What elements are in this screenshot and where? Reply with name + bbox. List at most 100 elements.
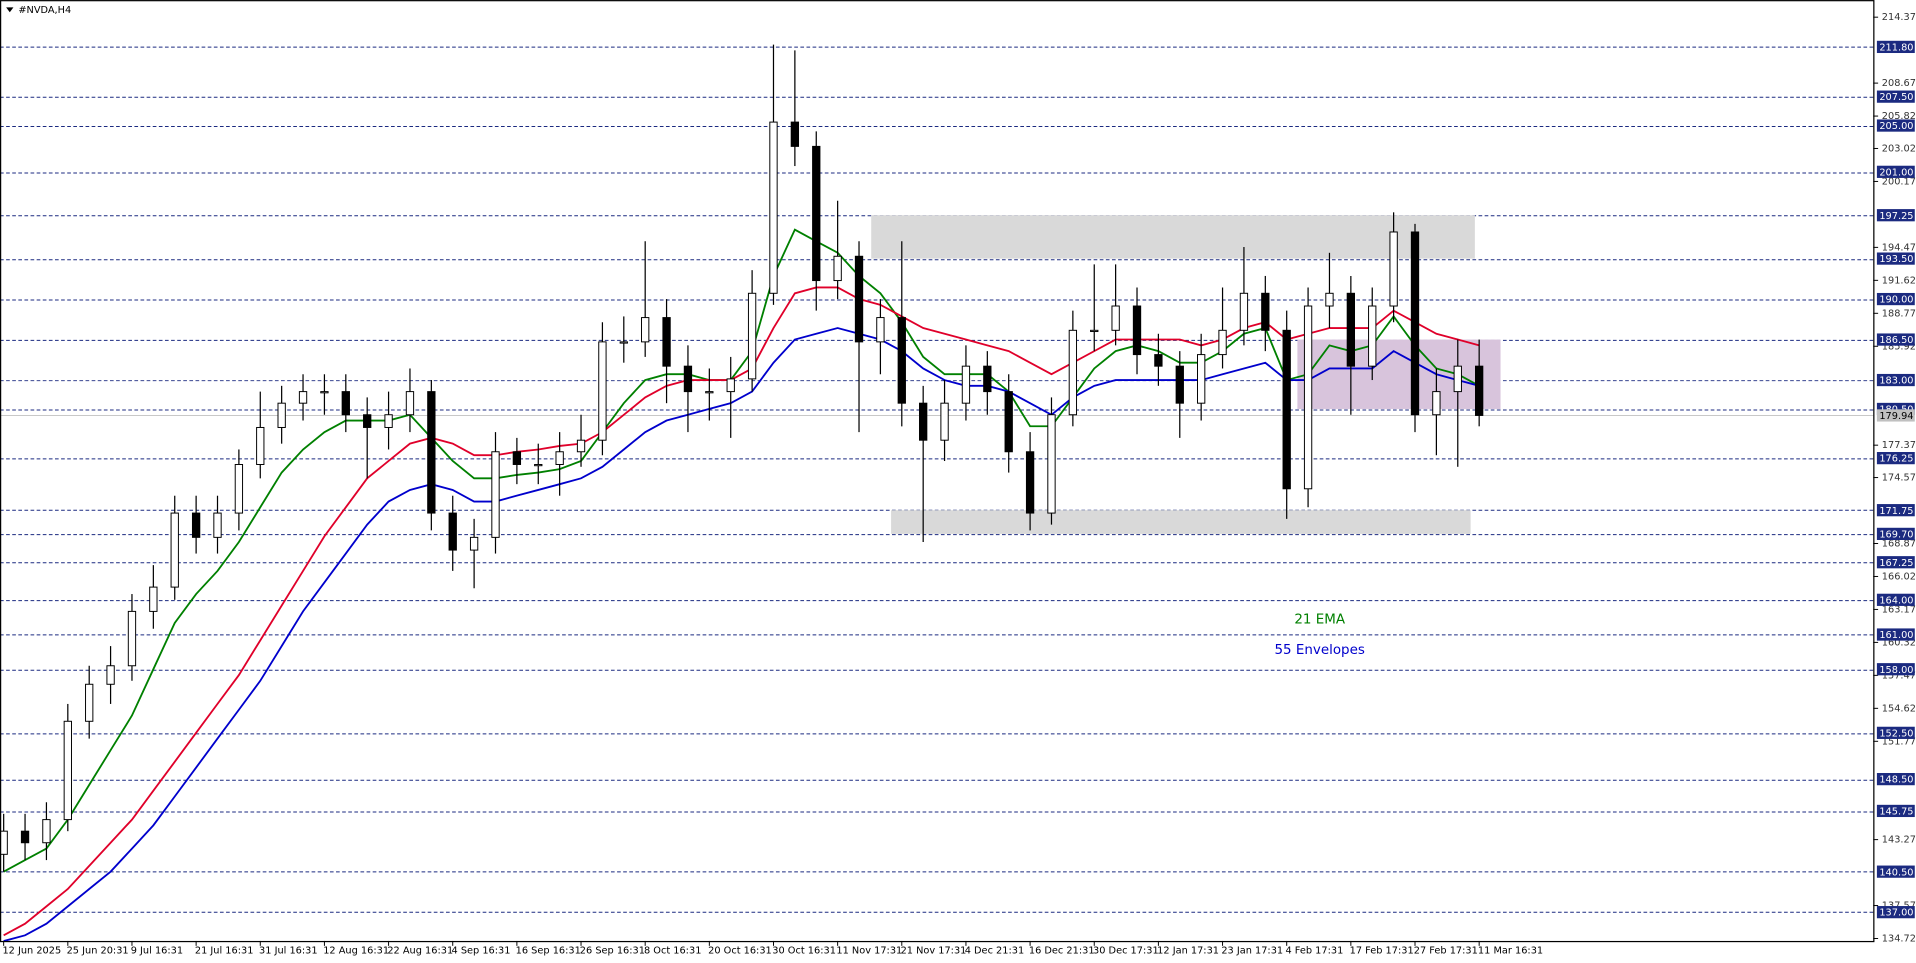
y-tick-label: 177.37	[1882, 440, 1916, 451]
x-tick-label: 12 Jun 2025	[2, 946, 61, 957]
level-label: 193.50	[1879, 254, 1913, 265]
x-tick-label: 9 Jul 16:31	[131, 946, 183, 957]
level-label: 137.00	[1879, 908, 1913, 919]
y-tick-label: 174.57	[1882, 473, 1916, 484]
y-tick-label: 205.82	[1882, 111, 1916, 122]
zone	[1297, 339, 1501, 409]
zone	[871, 215, 1475, 259]
y-tick-label: 188.77	[1882, 308, 1916, 319]
menu-arrow[interactable]	[6, 7, 14, 13]
candle-body	[1175, 365, 1184, 404]
level-label-box	[1876, 628, 1915, 641]
candle-body	[170, 512, 179, 588]
level-label: 176.25	[1879, 454, 1913, 465]
candle-body	[854, 255, 864, 343]
candle-body	[1475, 365, 1484, 416]
candle-body	[534, 463, 543, 467]
x-tick-label: 16 Sep 16:31	[516, 946, 581, 957]
candle-body	[42, 819, 51, 844]
y-tick-label: 157.47	[1882, 670, 1916, 681]
level-label-box	[1876, 726, 1915, 739]
candle-body	[961, 365, 971, 404]
zone	[891, 510, 1471, 534]
level-label: 158.00	[1879, 665, 1913, 676]
y-tick-label: 185.92	[1882, 341, 1916, 352]
candle-body	[576, 439, 586, 453]
x-tick-label: 17 Feb 17:31	[1350, 946, 1414, 957]
x-tick-label: 4 Feb 17:31	[1285, 946, 1343, 957]
candle-body	[1132, 305, 1142, 356]
candle-body	[1368, 305, 1377, 367]
candle-body	[106, 665, 115, 685]
level-label: 167.25	[1879, 558, 1913, 569]
y-tick-label: 214.37	[1882, 12, 1916, 23]
y-tick-label: 143.27	[1882, 835, 1916, 846]
x-tick-label: 25 Jun 20:31	[67, 946, 129, 957]
x-tick-label: 20 Oct 16:31	[708, 946, 772, 957]
level-label: 205.00	[1879, 121, 1913, 132]
y-tick-label: 166.02	[1882, 571, 1916, 582]
candle-body	[63, 720, 72, 821]
level-label-box	[1876, 292, 1915, 306]
candle-body	[1068, 329, 1078, 416]
x-tick-label: 12 Aug 16:31	[323, 946, 389, 957]
level-label: 186.50	[1879, 335, 1913, 346]
x-tick-label: 31 Jul 16:31	[259, 946, 318, 957]
chart-title: #NVDA,H4	[18, 5, 71, 16]
candle-body	[256, 426, 265, 465]
candle-body	[1389, 231, 1398, 307]
x-tick-label: 11 Mar 16:31	[1478, 946, 1543, 957]
level-label-box	[1876, 906, 1915, 919]
y-tick-label: 168.87	[1882, 538, 1916, 549]
candle-body	[769, 121, 778, 294]
legend-label: 21 EMA	[1294, 613, 1345, 628]
level-label: 183.00	[1879, 376, 1913, 387]
candle-body	[1218, 329, 1227, 356]
candle-body	[20, 830, 30, 844]
y-tick-label: 191.62	[1882, 275, 1916, 286]
level-label-box	[1876, 527, 1915, 541]
y-tick-label: 160.32	[1882, 637, 1916, 648]
x-tick-label: 30 Oct 16:31	[772, 946, 836, 957]
candle-body	[812, 145, 821, 282]
level-label: 190.00	[1879, 295, 1913, 306]
candle-body	[641, 317, 650, 343]
candle-body	[1025, 451, 1035, 514]
x-tick-label: 30 Dec 17:31	[1093, 946, 1159, 957]
level-label: 169.70	[1879, 530, 1913, 541]
level-label-box	[1876, 556, 1915, 569]
candle-body	[747, 292, 757, 380]
level-label-box	[1876, 119, 1915, 132]
level-label-box	[1876, 209, 1915, 222]
y-tick-label: 163.17	[1882, 604, 1916, 615]
candle-body	[1453, 365, 1462, 393]
candle-body	[1197, 354, 1206, 404]
level-label: 201.00	[1879, 167, 1913, 178]
candle-body	[1154, 354, 1163, 367]
x-tick-label: 22 Aug 16:31	[387, 946, 453, 957]
candle-body	[1090, 329, 1099, 333]
candle-body	[1325, 292, 1334, 307]
level-label: 148.50	[1879, 775, 1913, 786]
level-label-box	[1876, 165, 1915, 178]
level-label-box	[1876, 593, 1915, 606]
candle-body	[555, 451, 564, 465]
candle-body	[897, 317, 906, 404]
level-label: 207.50	[1879, 92, 1913, 103]
candle-body	[919, 402, 928, 441]
candle-body	[405, 391, 415, 416]
candle-body	[1047, 414, 1056, 514]
plot-area	[0, 44, 1874, 942]
x-tick-label: 27 Feb 17:31	[1414, 946, 1478, 957]
x-tick-label: 12 Jan 17:31	[1157, 946, 1219, 957]
x-tick-label: 21 Jul 16:31	[195, 946, 254, 957]
y-tick-label: 203.02	[1882, 143, 1916, 154]
candle-body	[876, 317, 885, 343]
candle-body	[1346, 292, 1356, 367]
candle-body	[277, 402, 286, 428]
level-label: 211.80	[1879, 43, 1913, 54]
candle-body	[983, 365, 992, 393]
level-label-box	[1876, 452, 1915, 465]
candle-body	[191, 512, 201, 538]
level-label-box	[1876, 504, 1915, 517]
